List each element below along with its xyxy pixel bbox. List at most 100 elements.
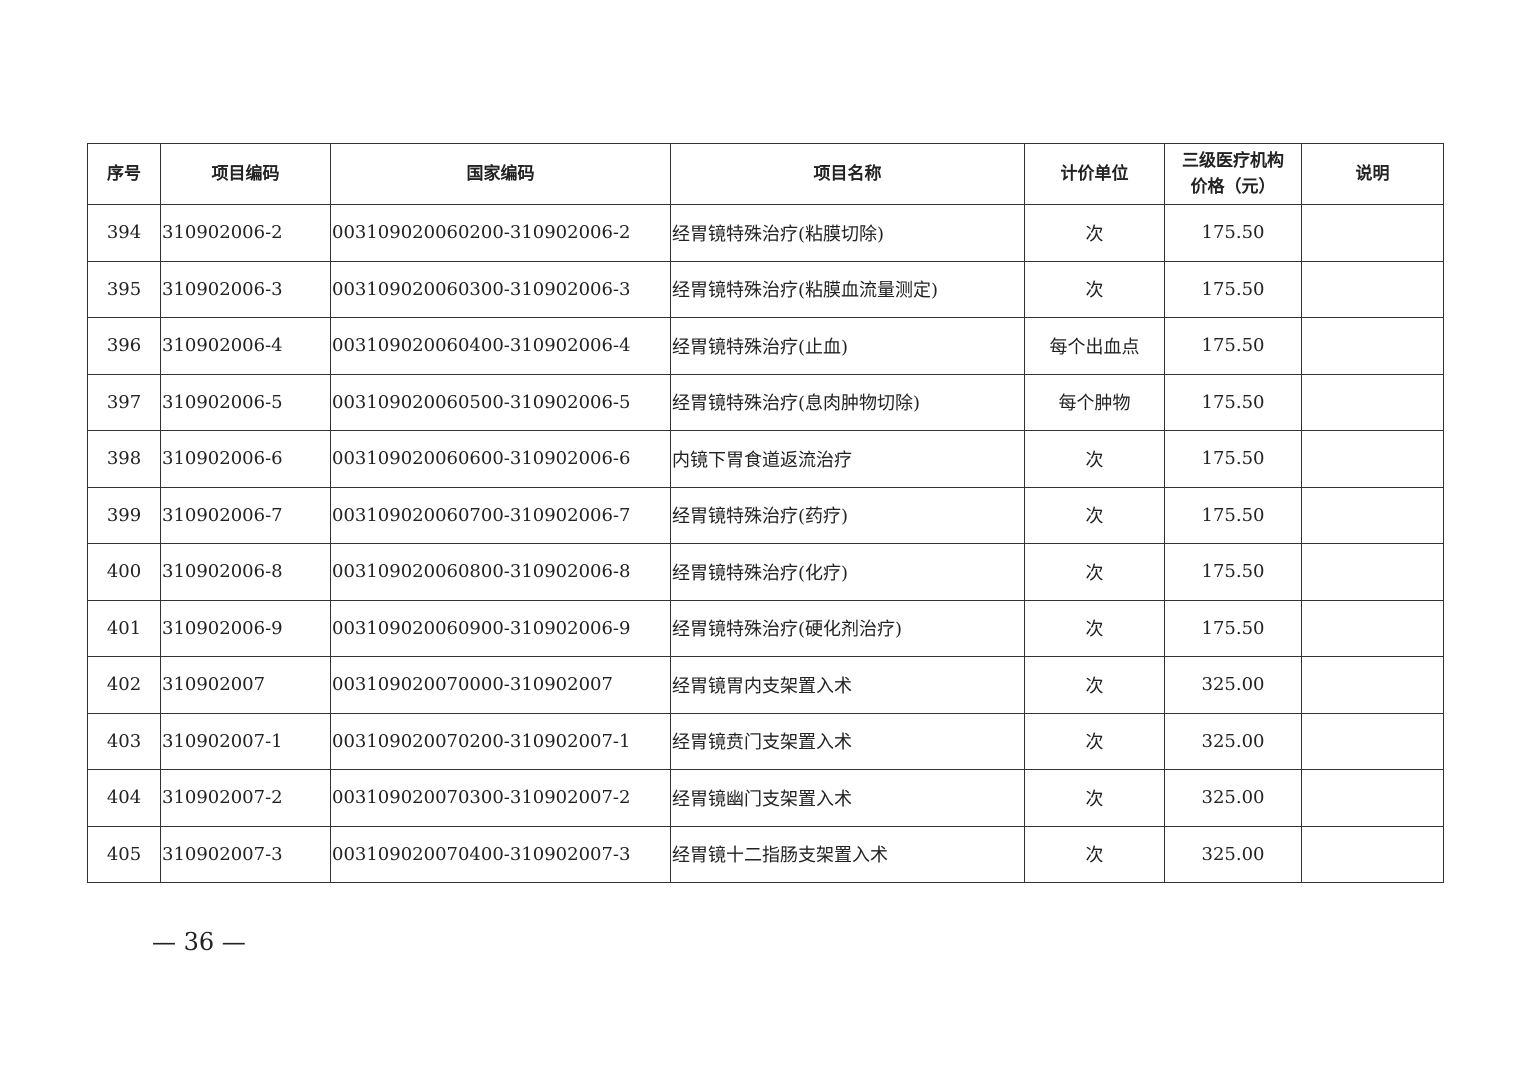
cell-code: 310902006-8 [160, 543, 331, 601]
cell-national-code: 003109020060500-310902006-5 [330, 373, 671, 431]
table-row: 394 310902006-2 003109020060200-310902006-… [87, 204, 1444, 262]
cell-national-code: 003109020060800-310902006-8 [330, 543, 671, 601]
cell-unit: 次 [1024, 656, 1165, 714]
cell-no: 394 [87, 204, 161, 262]
cell-code: 310902006-4 [160, 317, 331, 375]
cell-note [1301, 317, 1444, 375]
cell-price: 175.50 [1164, 373, 1302, 431]
cell-name: 经胃镜幽门支架置入术 [670, 769, 1025, 827]
cell-note [1301, 486, 1444, 544]
cell-note [1301, 260, 1444, 318]
cell-price: 175.50 [1164, 204, 1302, 262]
cell-name: 经胃镜胃内支架置入术 [670, 656, 1025, 714]
header-note: 说明 [1301, 143, 1444, 205]
cell-national-code: 003109020060900-310902006-9 [330, 599, 671, 657]
cell-national-code: 003109020070000-310902007 [330, 656, 671, 714]
cell-unit: 次 [1024, 712, 1165, 770]
cell-note [1301, 599, 1444, 657]
cell-national-code: 003109020060700-310902006-7 [330, 486, 671, 544]
header-price-line2: 价格（元） [1190, 177, 1276, 197]
cell-unit: 次 [1024, 769, 1165, 827]
cell-name: 经胃镜特殊治疗(化疗) [670, 543, 1025, 601]
cell-price: 175.50 [1164, 260, 1302, 318]
cell-name: 经胃镜特殊治疗(药疗) [670, 486, 1025, 544]
header-price: 三级医疗机构 价格（元） [1164, 143, 1302, 205]
cell-no: 396 [87, 317, 161, 375]
cell-note [1301, 769, 1444, 827]
header-code: 项目编码 [160, 143, 331, 205]
cell-price: 325.00 [1164, 712, 1302, 770]
cell-no: 405 [87, 825, 161, 883]
cell-unit: 次 [1024, 430, 1165, 488]
cell-no: 403 [87, 712, 161, 770]
cell-code: 310902006-7 [160, 486, 331, 544]
table-row: 399 310902006-7 003109020060700-310902006-… [87, 486, 1444, 544]
cell-national-code: 003109020060200-310902006-2 [330, 204, 671, 262]
cell-no: 397 [87, 373, 161, 431]
cell-note [1301, 373, 1444, 431]
cell-price: 175.50 [1164, 486, 1302, 544]
cell-unit: 次 [1024, 260, 1165, 318]
cell-price: 175.50 [1164, 543, 1302, 601]
cell-unit: 次 [1024, 825, 1165, 883]
cell-note [1301, 543, 1444, 601]
table-row: 400 310902006-8 003109020060800-310902006-… [87, 543, 1444, 601]
cell-price: 325.00 [1164, 769, 1302, 827]
cell-unit: 次 [1024, 204, 1165, 262]
cell-name: 经胃镜特殊治疗(息肉肿物切除) [670, 373, 1025, 431]
cell-note [1301, 204, 1444, 262]
cell-no: 395 [87, 260, 161, 318]
table-row: 402 310902007 003109020070000-310902007 经胃镜… [87, 656, 1444, 714]
cell-code: 310902006-3 [160, 260, 331, 318]
cell-code: 310902007 [160, 656, 331, 714]
header-price-line1: 三级医疗机构 [1182, 151, 1284, 171]
cell-no: 400 [87, 543, 161, 601]
table-row: 404 310902007-2 003109020070300-310902007-… [87, 769, 1444, 827]
cell-no: 399 [87, 486, 161, 544]
cell-no: 398 [87, 430, 161, 488]
table-row: 405 310902007-3 003109020070400-310902007-… [87, 825, 1444, 883]
header-no: 序号 [87, 143, 161, 205]
cell-name: 经胃镜特殊治疗(粘膜切除) [670, 204, 1025, 262]
cell-note [1301, 656, 1444, 714]
cell-price: 325.00 [1164, 825, 1302, 883]
cell-price: 175.50 [1164, 430, 1302, 488]
cell-note [1301, 430, 1444, 488]
cell-name: 内镜下胃食道返流治疗 [670, 430, 1025, 488]
cell-no: 404 [87, 769, 161, 827]
cell-code: 310902006-2 [160, 204, 331, 262]
cell-unit: 每个肿物 [1024, 373, 1165, 431]
table-row: 395 310902006-3 003109020060300-310902006-… [87, 260, 1444, 318]
cell-code: 310902007-3 [160, 825, 331, 883]
cell-national-code: 003109020070300-310902007-2 [330, 769, 671, 827]
cell-name: 经胃镜十二指肠支架置入术 [670, 825, 1025, 883]
cell-unit: 每个出血点 [1024, 317, 1165, 375]
cell-name: 经胃镜贲门支架置入术 [670, 712, 1025, 770]
table-header-row: 序号 项目编码 国家编码 项目名称 计价单位 三级医疗机构 价格（元） 说明 [87, 143, 1444, 205]
table-row: 398 310902006-6 003109020060600-310902006-… [87, 430, 1444, 488]
cell-price: 175.50 [1164, 599, 1302, 657]
table-row: 403 310902007-1 003109020070200-310902007-… [87, 712, 1444, 770]
cell-name: 经胃镜特殊治疗(硬化剂治疗) [670, 599, 1025, 657]
cell-note [1301, 712, 1444, 770]
table-row: 401 310902006-9 003109020060900-310902006-… [87, 599, 1444, 657]
cell-code: 310902007-1 [160, 712, 331, 770]
cell-price: 175.50 [1164, 317, 1302, 375]
cell-unit: 次 [1024, 599, 1165, 657]
header-unit: 计价单位 [1024, 143, 1165, 205]
cell-national-code: 003109020060400-310902006-4 [330, 317, 671, 375]
cell-national-code: 003109020060300-310902006-3 [330, 260, 671, 318]
cell-code: 310902006-9 [160, 599, 331, 657]
cell-national-code: 003109020070400-310902007-3 [330, 825, 671, 883]
header-national-code: 国家编码 [330, 143, 671, 205]
cell-code: 310902007-2 [160, 769, 331, 827]
cell-code: 310902006-6 [160, 430, 331, 488]
cell-unit: 次 [1024, 543, 1165, 601]
cell-note [1301, 825, 1444, 883]
cell-no: 401 [87, 599, 161, 657]
cell-national-code: 003109020070200-310902007-1 [330, 712, 671, 770]
page-number: — 36 — [152, 928, 246, 956]
cell-unit: 次 [1024, 486, 1165, 544]
table-row: 397 310902006-5 003109020060500-310902006-… [87, 373, 1444, 431]
price-table: 序号 项目编码 国家编码 项目名称 计价单位 三级医疗机构 价格（元） 说明 39… [87, 143, 1444, 883]
